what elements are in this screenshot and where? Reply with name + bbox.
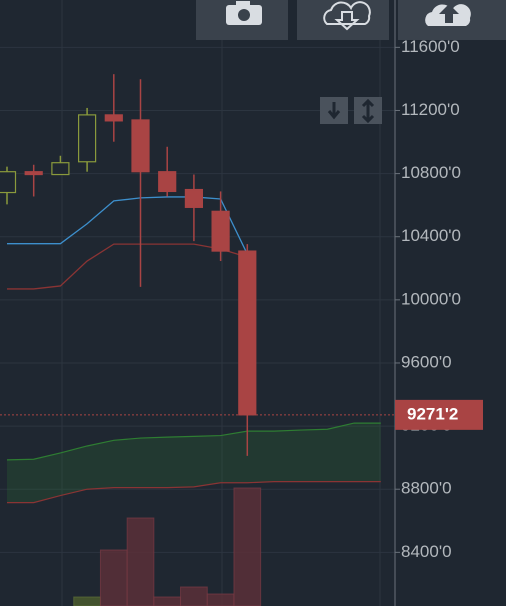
cloud-area	[7, 423, 381, 503]
cloud-download-icon	[323, 1, 371, 25]
y-tick-label: 10000'0	[401, 289, 461, 308]
cloud-lower-line	[7, 481, 381, 504]
candle-body	[77, 114, 97, 163]
y-tick-label: 11200'0	[401, 100, 460, 119]
y-tick-label: 10400'0	[401, 226, 461, 245]
last-price-label: 9271'2	[407, 404, 458, 423]
updown-arrow-icon	[361, 98, 375, 124]
last-price-box	[395, 399, 483, 430]
volume-bar	[73, 596, 101, 606]
candle-body	[238, 250, 257, 416]
price-axis: 8400'08800'09200'09600'010000'010400'010…	[395, 37, 483, 561]
volume-bar	[233, 487, 262, 606]
upload-arrow	[439, 4, 459, 23]
volume-bar	[153, 596, 182, 606]
camera-lens	[238, 9, 250, 21]
download-arrow	[334, 11, 360, 31]
indicator-line	[7, 196, 248, 255]
volume-bar	[99, 549, 128, 606]
y-tick-label: 8400'0	[401, 542, 452, 561]
y-tick-label: 9600'0	[401, 352, 452, 371]
y-tick-label: 11600'0	[401, 37, 460, 56]
volume-bar	[126, 517, 155, 606]
candle-body	[0, 171, 17, 194]
volume-bar	[206, 593, 235, 606]
candle-body	[211, 210, 230, 252]
camera-icon-top	[236, 1, 250, 7]
down-arrow-icon	[327, 102, 341, 120]
candle-body	[131, 119, 150, 173]
cloud-upper-line	[6, 422, 381, 461]
indicator-line	[7, 243, 248, 290]
y-tick-label: 8800'0	[401, 479, 452, 498]
y-tick-label: 10800'0	[401, 163, 461, 182]
candle-body	[104, 114, 123, 122]
volume-bar	[180, 586, 208, 606]
candle-body	[24, 171, 43, 176]
candle-body	[158, 171, 177, 193]
candle-body	[184, 188, 203, 208]
toolbar	[196, 0, 506, 124]
candle-body	[51, 162, 70, 176]
